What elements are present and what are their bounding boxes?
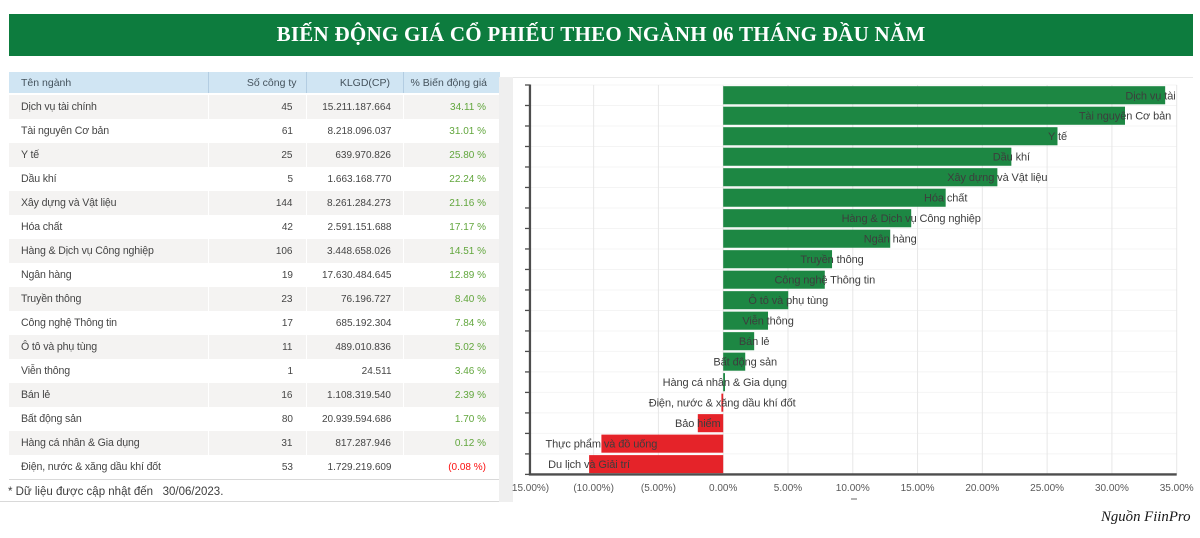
svg-text:Truyền thông: Truyền thông	[800, 254, 863, 266]
svg-text:5.00%: 5.00%	[774, 483, 802, 494]
svg-text:15.00%: 15.00%	[901, 483, 935, 494]
svg-text:Y tế: Y tế	[1048, 131, 1067, 143]
svg-text:Điện, nước & xăng dầu khí đốt: Điện, nước & xăng dầu khí đốt	[649, 398, 796, 410]
svg-text:30.00%: 30.00%	[1095, 483, 1129, 494]
svg-text:Viễn thông: Viễn thông	[742, 315, 793, 328]
svg-text:Thực phẩm và đồ uống: Thực phẩm và đồ uống	[546, 439, 658, 451]
svg-text:Hàng cá nhân & Gia dụng: Hàng cá nhân & Gia dụng	[663, 377, 787, 389]
svg-text:(15.00%): (15.00%)	[509, 483, 550, 494]
svg-text:(10.00%): (10.00%)	[573, 483, 614, 494]
svg-text:Dầu khí: Dầu khí	[993, 152, 1030, 164]
svg-text:Tài nguyên Cơ bản: Tài nguyên Cơ bản	[1079, 111, 1171, 123]
svg-text:Hàng & Dịch vụ Công nghiệp: Hàng & Dịch vụ Công nghiệp	[842, 213, 981, 225]
svg-text:Xây dựng và Vật liệu: Xây dựng và Vật liệu	[947, 172, 1047, 184]
svg-text:Công nghệ Thông tin: Công nghệ Thông tin	[774, 275, 875, 287]
svg-text:25.00%: 25.00%	[1030, 483, 1064, 494]
svg-text:Hóa chất: Hóa chất	[924, 193, 967, 205]
svg-text:Bảo hiểm: Bảo hiểm	[675, 418, 721, 430]
svg-text:0.00%: 0.00%	[709, 483, 737, 494]
svg-text:Ngân hàng: Ngân hàng	[864, 234, 917, 246]
svg-text:Bất động sản: Bất động sản	[713, 357, 777, 369]
svg-text:Du lịch và Giải trí: Du lịch và Giải trí	[548, 459, 630, 471]
svg-text:Ô tô và phụ tùng: Ô tô và phụ tùng	[748, 294, 828, 307]
svg-text:20.00%: 20.00%	[965, 483, 999, 494]
svg-text:(5.00%): (5.00%)	[641, 483, 676, 494]
svg-text:Bán lẻ: Bán lẻ	[739, 336, 770, 348]
svg-text:35.00%: 35.00%	[1160, 483, 1194, 494]
svg-text:Dịch vụ tài chính: Dịch vụ tài chính	[1125, 90, 1200, 102]
svg-text:10.00%: 10.00%	[836, 483, 870, 494]
